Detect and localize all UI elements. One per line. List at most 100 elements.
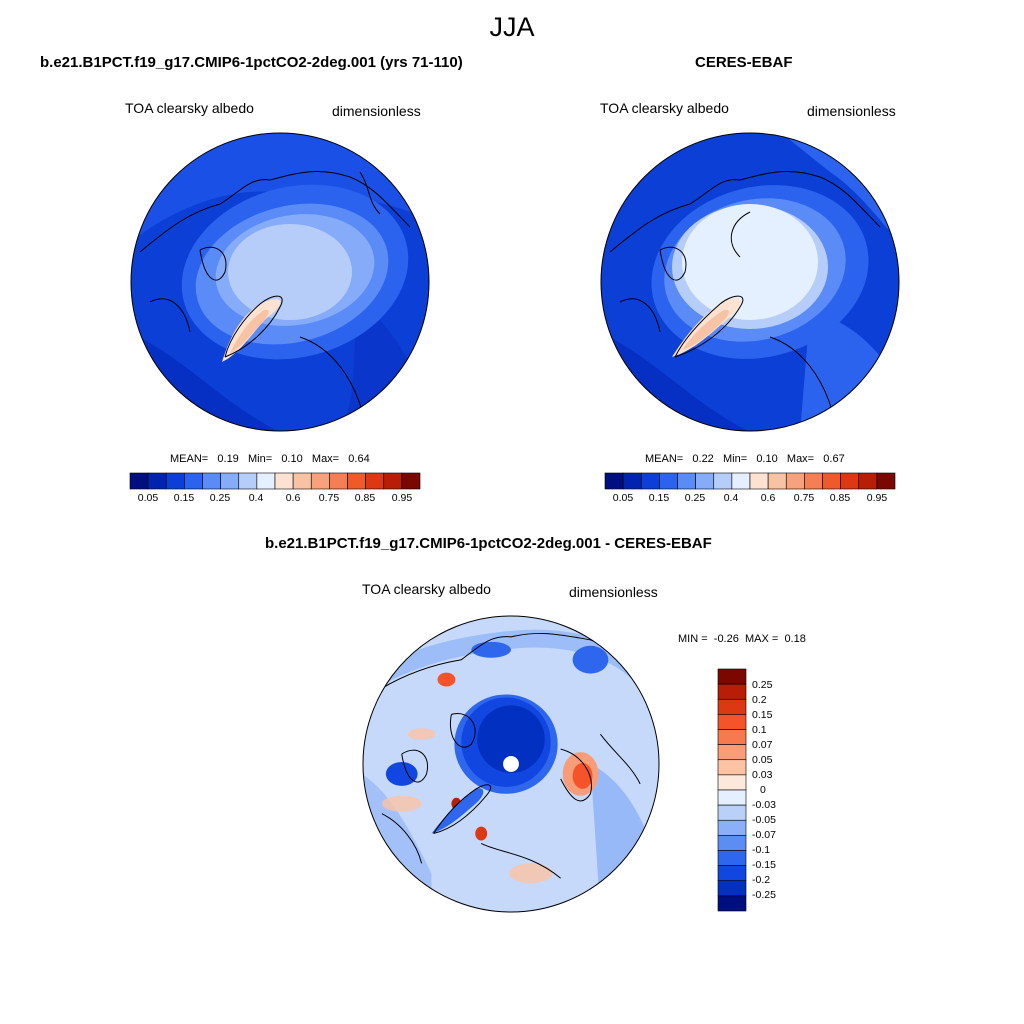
colorbar-swatch [147,472,167,490]
model-tick: 0.4 [248,492,264,504]
model-polar-map [130,132,430,432]
diff-polar-map [362,615,660,913]
model-variable-label: TOA clearsky albedo [125,100,254,116]
colorbar-swatch [840,472,860,490]
model-units-label: dimensionless [332,103,421,119]
colorbar-swatch [383,472,403,490]
obs-tick: 0.95 [866,492,888,504]
diff-tick: 0.07 [752,739,773,751]
colorbar-swatch [717,744,747,761]
colorbar-swatch [165,472,185,490]
colorbar-swatch [785,472,805,490]
diff-tick: 0.1 [752,724,767,736]
colorbar-swatch [717,819,747,836]
obs-tick: 0.4 [723,492,739,504]
colorbar-swatch [274,472,294,490]
colorbar-swatch [717,698,747,715]
obs-tick: 0.25 [684,492,706,504]
colorbar-swatch [365,472,385,490]
colorbar-swatch [858,472,878,490]
colorbar-swatch [749,472,769,490]
colorbar-swatch [731,472,751,490]
obs-mean: 0.22 [692,453,714,465]
obs-max: 0.67 [823,453,845,465]
colorbar-swatch [717,759,747,776]
diff-tick: 0.25 [752,679,773,691]
colorbar-swatch [717,865,747,882]
obs-stats: MEAN= 0.22 Min= 0.10 Max= 0.67 [645,453,845,465]
model-stats: MEAN= 0.19 Min= 0.10 Max= 0.64 [170,453,370,465]
colorbar-swatch [292,472,312,490]
colorbar-swatch [347,472,366,490]
colorbar-swatch [717,804,747,821]
colorbar-swatch [202,472,221,490]
colorbar-swatch [401,472,421,490]
diff-tick: 0.03 [752,769,773,781]
colorbar-swatch [184,472,203,490]
colorbar-swatch [329,472,348,490]
model-tick: 0.6 [285,492,301,504]
diff-tick: -0.03 [752,799,776,811]
model-tick: 0.15 [173,492,195,504]
colorbar-swatch [717,668,747,685]
colorbar-swatch [604,472,624,490]
colorbar-swatch [659,472,678,490]
colorbar-swatch [717,774,747,791]
diff-stats: MIN = -0.26 MAX = 0.18 [678,633,806,645]
diff-tick: -0.1 [752,844,771,856]
diff-variable-label: TOA clearsky albedo [362,581,491,597]
diff-tick: -0.2 [752,874,771,886]
obs-tick: 0.6 [760,492,776,504]
colorbar-swatch [713,472,733,490]
colorbar-swatch [238,472,258,490]
obs-min: 0.10 [756,453,778,465]
diff-tick: 0 [760,784,766,796]
obs-panel-title: CERES-EBAF [695,54,793,71]
model-tick: 0.05 [137,492,159,504]
colorbar-swatch [695,472,715,490]
obs-tick: 0.05 [612,492,634,504]
obs-polar-map [600,132,900,432]
model-min: 0.10 [281,453,303,465]
colorbar-swatch [717,683,747,700]
model-tick: 0.95 [391,492,413,504]
model-tick: 0.25 [209,492,231,504]
colorbar-swatch [622,472,642,490]
colorbar-swatch [717,835,747,851]
diff-tick: 0.15 [752,709,773,721]
diff-min: -0.26 [713,633,739,645]
obs-colorbar [604,472,896,490]
diff-colorbar-ticks: 0.25 0.2 0.15 0.1 0.07 0.05 0.03 0 -0.03… [752,669,792,911]
model-max: 0.64 [348,453,370,465]
diff-tick: -0.25 [752,889,776,901]
diff-tick: -0.05 [752,814,776,826]
colorbar-swatch [717,895,747,912]
colorbar-swatch [717,880,747,897]
diff-units-label: dimensionless [569,584,658,600]
model-panel-title: b.e21.B1PCT.f19_g17.CMIP6-1pctCO2-2deg.0… [40,54,463,71]
colorbar-swatch [876,472,896,490]
diff-tick: 0.05 [752,754,773,766]
obs-tick: 0.15 [648,492,670,504]
colorbar-swatch [256,472,276,490]
colorbar-swatch [717,850,747,866]
colorbar-swatch [310,472,330,490]
colorbar-swatch [717,789,747,806]
model-tick: 0.85 [354,492,376,504]
diff-colorbar [717,668,747,912]
diff-tick: 0.2 [752,694,767,706]
colorbar-swatch [717,729,747,745]
obs-colorbar-ticks: 0.05 0.15 0.25 0.4 0.6 0.75 0.85 0.95 [605,492,895,506]
obs-variable-label: TOA clearsky albedo [600,100,729,116]
colorbar-swatch [640,472,660,490]
diff-panel-title: b.e21.B1PCT.f19_g17.CMIP6-1pctCO2-2deg.0… [265,535,712,552]
obs-tick: 0.85 [829,492,851,504]
colorbar-swatch [804,472,823,490]
colorbar-swatch [677,472,696,490]
colorbar-swatch [767,472,787,490]
model-mean: 0.19 [217,453,239,465]
model-colorbar [129,472,421,490]
figure-title: JJA [489,12,535,42]
diff-max: 0.18 [784,633,806,645]
model-tick: 0.75 [318,492,340,504]
